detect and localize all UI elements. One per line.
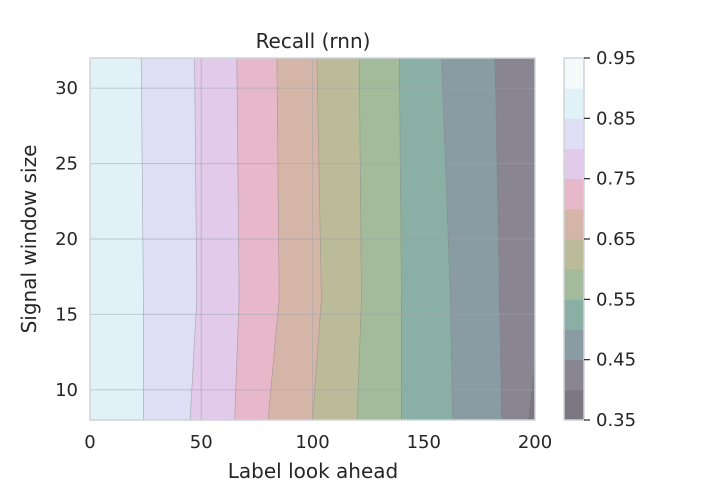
- x-tick-labels: 0 50 100 150 200: [84, 432, 552, 453]
- colorbar-tick-label: 0.75: [596, 169, 636, 190]
- contour-line: [494, 58, 502, 420]
- contour-line: [267, 58, 280, 420]
- x-axis-label: Label look ahead: [228, 459, 398, 480]
- y-axis-label: Signal window size: [17, 145, 41, 334]
- contour-band: [190, 58, 240, 420]
- x-tick-label: 100: [295, 432, 329, 453]
- colorbar-segment: [564, 359, 584, 391]
- y-tick-label: 15: [55, 304, 78, 325]
- y-tick-label: 10: [55, 380, 78, 401]
- contour-band: [141, 58, 197, 420]
- contour-line: [528, 359, 535, 420]
- x-tick-label: 0: [84, 432, 95, 453]
- colorbar-segment: [564, 148, 584, 180]
- colorbar-tick-label: 0.35: [596, 410, 636, 431]
- colorbar-tick-label: 0.95: [596, 48, 636, 69]
- contour-line: [356, 58, 362, 420]
- contour-line: [398, 58, 402, 420]
- y-tick-label: 25: [55, 154, 78, 175]
- colorbar-tick-label: 0.45: [596, 350, 636, 371]
- colorbar-segment: [564, 389, 584, 421]
- contour-line: [234, 58, 240, 420]
- contour-band: [312, 58, 362, 420]
- contour-line: [312, 58, 322, 420]
- colorbar-segment: [564, 299, 584, 330]
- contour-line: [189, 58, 198, 420]
- plot-frame: [89, 57, 536, 421]
- colorbar-segment: [564, 239, 584, 270]
- contour-line: [140, 58, 144, 420]
- colorbar-segment: [564, 118, 584, 149]
- x-tick-label: 200: [518, 432, 552, 453]
- contour-band: [234, 58, 280, 420]
- colorbar-segment: [564, 208, 584, 240]
- colorbar-tick-label: 0.85: [596, 108, 636, 129]
- y-tick-labels: 10 15 20 25 30: [55, 78, 78, 401]
- x-tick-label: 150: [407, 432, 441, 453]
- chart-title: Recall (rnn): [256, 29, 371, 53]
- contour-band: [268, 58, 322, 420]
- y-tick-label: 20: [55, 229, 78, 250]
- contour-band: [357, 58, 402, 420]
- x-tick-label: 50: [190, 432, 213, 453]
- colorbar: 0.35 0.45 0.55 0.65 0.75 0.85 0.95: [563, 48, 636, 431]
- contour-band: [399, 58, 453, 420]
- y-tick-label: 30: [55, 78, 78, 99]
- grid-lines: [90, 58, 535, 420]
- contour-band: [494, 58, 535, 420]
- contour-bands: [90, 58, 535, 420]
- plot-area: [90, 58, 535, 420]
- contour-line: [441, 58, 453, 420]
- contour-band: [441, 58, 502, 420]
- colorbar-segment: [564, 58, 584, 89]
- colorbar-tick-label: 0.65: [596, 229, 636, 250]
- colorbar-segment: [564, 178, 584, 210]
- colorbar-tick-label: 0.55: [596, 289, 636, 310]
- colorbar-segment: [564, 88, 584, 119]
- colorbar-segment: [564, 269, 584, 300]
- contour-band: [90, 58, 144, 420]
- colorbar-segment: [564, 329, 584, 361]
